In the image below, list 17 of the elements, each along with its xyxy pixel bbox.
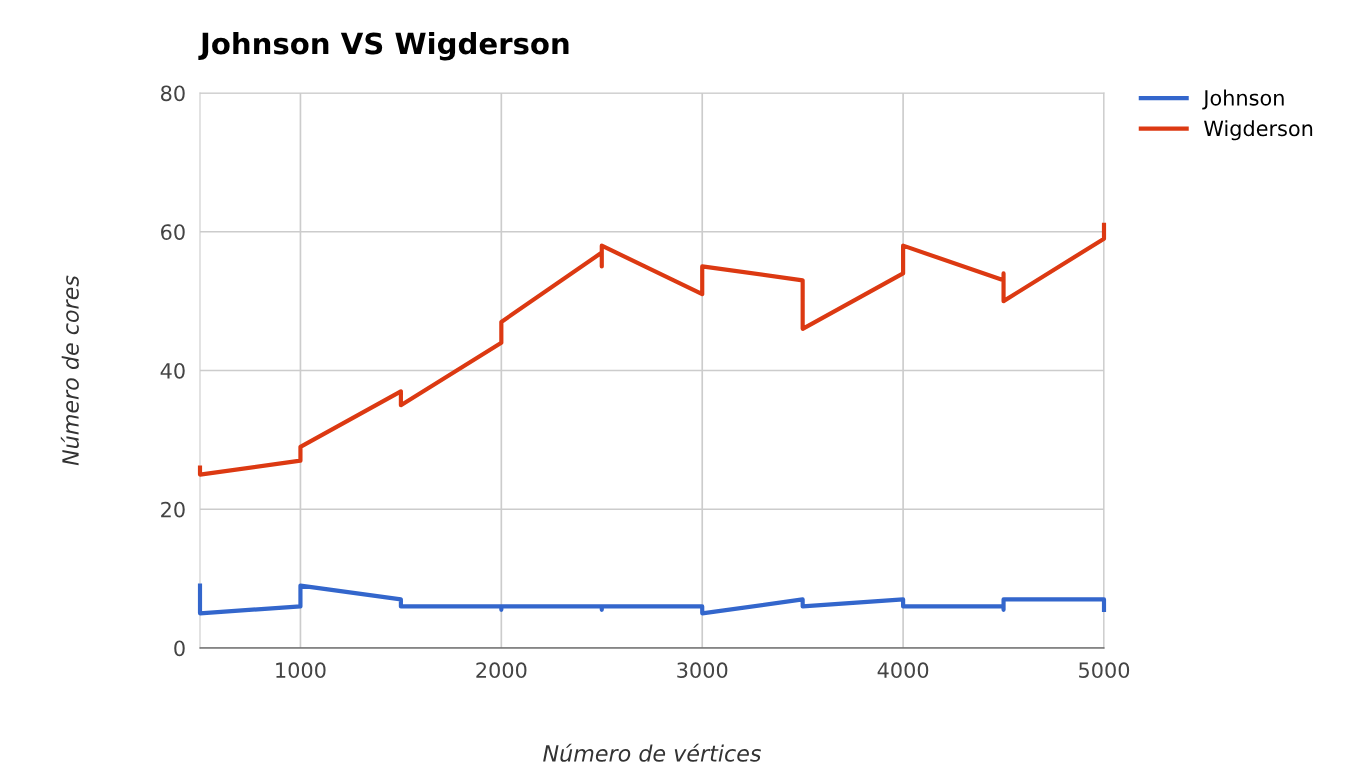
y-tick-label: 80 — [161, 85, 185, 102]
x-tick-label: 1000 — [276, 662, 326, 679]
x-axis-title: Número de vértices — [543, 743, 762, 762]
y-tick-label: 20 — [161, 501, 185, 518]
line-series — [197, 222, 1107, 477]
x-tick-label: 4000 — [877, 662, 929, 679]
y-tick-label: 40 — [160, 362, 185, 379]
y-tick-label: 60 — [161, 224, 185, 240]
line-series — [197, 583, 1107, 616]
y-axis-title: Número de cores — [60, 275, 79, 466]
x-tick-label: 2000 — [476, 662, 527, 679]
x-tick-label: 3000 — [677, 662, 728, 679]
y-tick-label: 0 — [174, 640, 185, 657]
x-tick-label: 5000 — [1079, 662, 1130, 679]
legend-label: Johnson — [1202, 89, 1284, 110]
chart-title: Johnson VS Wigderson — [198, 31, 569, 61]
legend-label: Wigderson — [1204, 120, 1313, 141]
